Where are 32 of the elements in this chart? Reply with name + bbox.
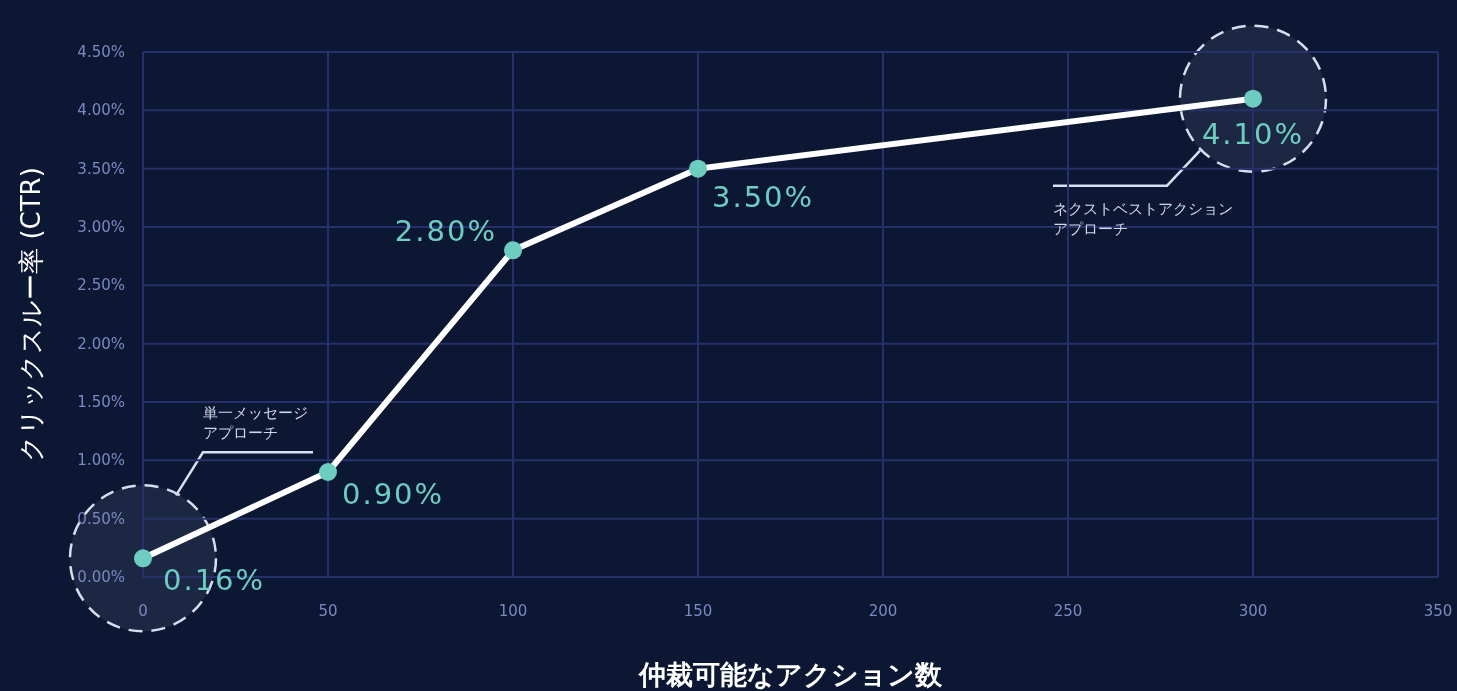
x-tick-label: 300 [1238,602,1268,620]
x-tick-label: 250 [1053,602,1083,620]
y-tick-label: 4.00% [77,101,125,120]
x-tick-label: 100 [498,602,528,620]
point [689,159,707,178]
y-tick-label: 2.50% [77,276,125,295]
y-tick-label: 2.00% [77,334,125,353]
x-tick-label: 200 [868,602,898,620]
x-tick-label: 350 [1423,602,1453,620]
y-tick-label: 3.50% [77,159,125,178]
point [134,549,152,568]
x-tick-label: 0 [138,602,148,620]
x-axis-title: 仲裁可能なアクション数 [638,659,943,690]
point [1244,89,1262,108]
x-tick-label: 50 [318,602,338,620]
y-axis-title: クリックスルー率 (CTR) [16,167,46,462]
point [504,241,522,260]
y-tick-label: 0.00% [77,568,125,586]
data-label: 4.10% [1201,116,1305,151]
annotation: ネクストベストアクションアプローチ [1053,199,1233,238]
data-label: 0.90% [342,477,445,511]
y-tick-label: 3.00% [77,218,125,236]
y-tick-label: 0.50% [77,509,125,528]
annotation: 単一メッセージアプローチ [203,404,308,443]
data-label: 3.50% [712,179,815,214]
point [319,463,337,481]
y-tick-label: 1.50% [77,393,125,411]
data-label: 2.80% [394,214,497,249]
y-tick-label: 4.50% [77,43,125,61]
y-tick-label: 1.00% [77,451,125,470]
data-label: 0.16% [163,563,266,598]
x-tick-label: 150 [683,602,713,620]
